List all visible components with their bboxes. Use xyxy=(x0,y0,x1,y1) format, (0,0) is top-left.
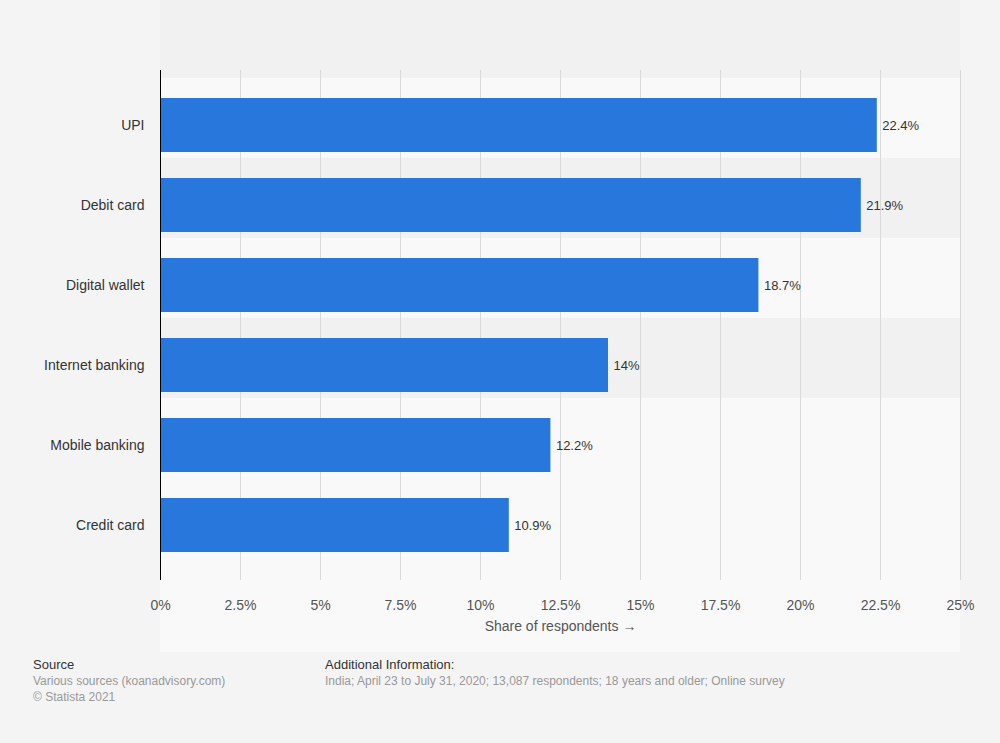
svg-text:17.5%: 17.5% xyxy=(701,597,741,613)
svg-text:Credit card: Credit card xyxy=(76,517,144,533)
svg-text:22.4%: 22.4% xyxy=(882,118,919,133)
svg-text:10%: 10% xyxy=(466,597,494,613)
svg-text:7.5%: 7.5% xyxy=(385,597,417,613)
svg-text:2.5%: 2.5% xyxy=(225,597,257,613)
html-text:Source: Source xyxy=(33,657,75,672)
svg-text:5%: 5% xyxy=(310,597,330,613)
svg-text:15%: 15% xyxy=(626,597,654,613)
svg-text:22.5%: 22.5% xyxy=(861,597,901,613)
html-text:Preferred modes of digital pay: Preferred modes of digital payments acro… xyxy=(255,8,745,28)
svg-text:Debit card: Debit card xyxy=(81,197,145,213)
svg-text:Share of respondents →: Share of respondents → xyxy=(485,618,637,634)
svg-text:14%: 14% xyxy=(614,358,640,373)
html-text:Additional Information:: Additional Information: xyxy=(325,657,455,672)
svg-text:0%: 0% xyxy=(150,597,170,613)
svg-text:12.5%: 12.5% xyxy=(541,597,581,613)
svg-text:12.2%: 12.2% xyxy=(556,438,593,453)
svg-text:10.9%: 10.9% xyxy=(514,518,551,533)
svg-text:Internet banking: Internet banking xyxy=(44,357,144,373)
svg-text:18.7%: 18.7% xyxy=(764,278,801,293)
svg-text:25%: 25% xyxy=(946,597,974,613)
html-text:India; April 23 to July 31, 20: India; April 23 to July 31, 2020; 13,087… xyxy=(325,674,785,688)
html-text:Various sources (koanadvisory.: Various sources (koanadvisory.com) xyxy=(33,674,226,688)
svg-text:21.9%: 21.9% xyxy=(866,198,903,213)
html-text:© Statista 2021: © Statista 2021 xyxy=(33,690,116,704)
svg-text:Digital wallet: Digital wallet xyxy=(66,277,145,293)
svg-text:UPI: UPI xyxy=(121,117,144,133)
svg-text:Mobile banking: Mobile banking xyxy=(50,437,144,453)
svg-text:20%: 20% xyxy=(786,597,814,613)
